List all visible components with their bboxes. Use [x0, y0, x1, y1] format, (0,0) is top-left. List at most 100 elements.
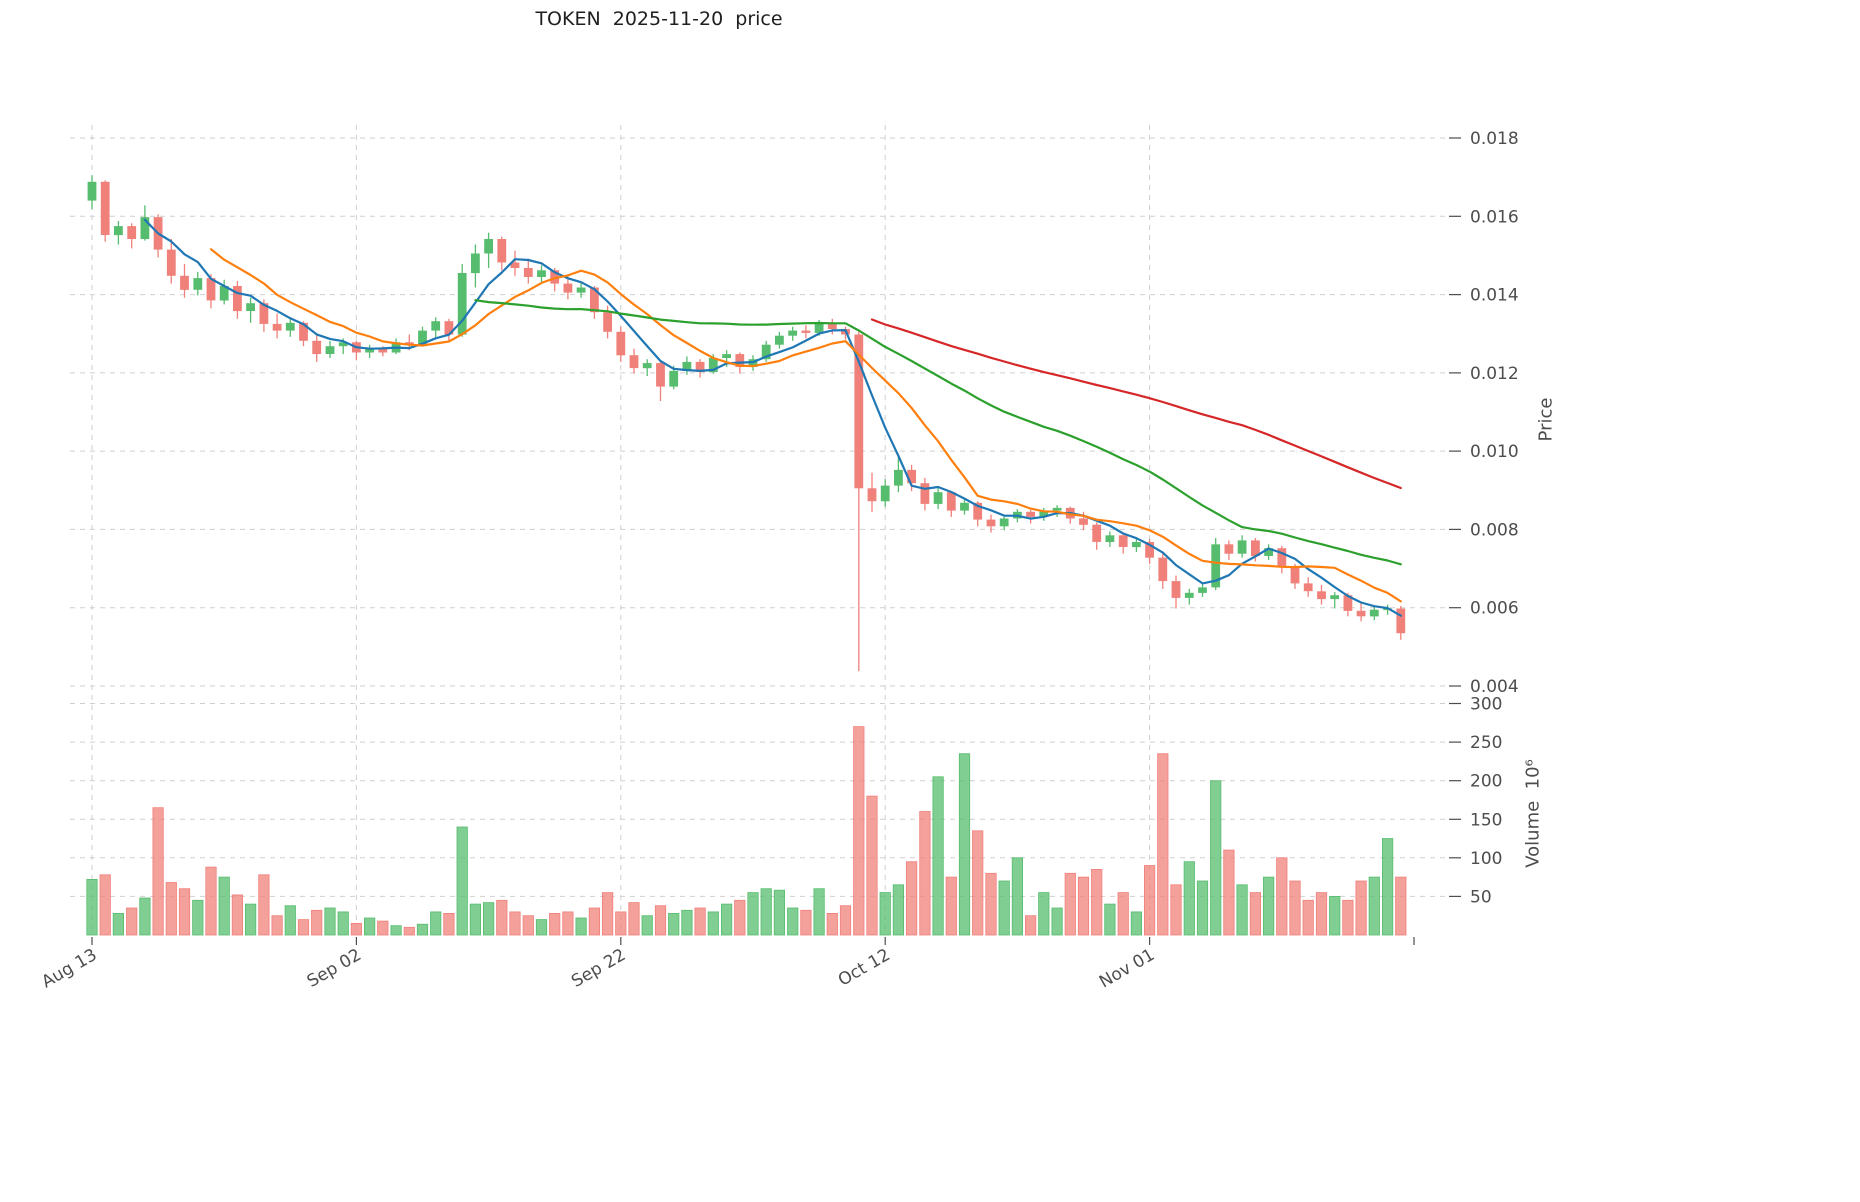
- candle-body: [1198, 587, 1207, 593]
- candle-body: [629, 355, 639, 369]
- candle-body: [404, 342, 414, 345]
- volume-bar: [575, 917, 587, 936]
- volume-bar: [826, 913, 838, 936]
- volume-bar: [1077, 876, 1090, 936]
- candle-body: [973, 502, 983, 520]
- ma-fast-line: [143, 218, 1402, 617]
- candle-body: [166, 249, 176, 276]
- volume-bar: [866, 795, 878, 936]
- volume-bar: [324, 907, 336, 936]
- candle-body: [1237, 540, 1247, 554]
- ma-lines: [143, 218, 1402, 617]
- candle-body: [246, 303, 255, 311]
- candle-body: [775, 335, 784, 345]
- volume-bar: [1395, 876, 1407, 936]
- candle-body: [1224, 544, 1234, 554]
- volume-bar: [1064, 872, 1076, 936]
- price-tick-label: 0.004: [1470, 677, 1519, 697]
- volume-bar: [628, 902, 640, 936]
- candle-body: [761, 344, 771, 360]
- volume-bar: [86, 879, 98, 936]
- candle-body: [616, 331, 626, 356]
- price-tick-label: 0.016: [1470, 207, 1519, 227]
- candle-body: [708, 358, 718, 373]
- date-tick-label: Oct 12: [835, 945, 894, 991]
- volume-bar: [1329, 896, 1341, 936]
- candle-body: [325, 346, 335, 354]
- candle-body: [312, 340, 322, 355]
- volume-bar: [258, 874, 270, 936]
- volume-bar: [1091, 869, 1103, 936]
- date-tick-label: Sep 02: [304, 945, 365, 992]
- axis-ticks-and-labels: 0.018 0.016 0.014 0.012 0.010 0.008 0.006 0.004…: [38, 129, 1518, 992]
- candle-body: [1343, 595, 1353, 611]
- volume-tick-label: 50: [1470, 887, 1492, 907]
- price-tick-label: 0.010: [1470, 442, 1519, 462]
- volume-bar: [1355, 880, 1367, 936]
- candle-body: [814, 323, 824, 333]
- candle-body: [722, 354, 731, 358]
- price-tick-label: 0.008: [1470, 520, 1519, 540]
- volume-bar: [192, 899, 204, 936]
- candle-body: [127, 226, 137, 239]
- volume-bar: [1170, 884, 1182, 936]
- volume-bar: [1249, 892, 1261, 936]
- volume-bar: [231, 894, 243, 936]
- candle-body: [1369, 609, 1379, 617]
- candle-body: [1132, 542, 1141, 548]
- volume-bar: [535, 919, 548, 936]
- volume-bar: [813, 888, 825, 936]
- volume-bar: [721, 903, 733, 936]
- volume-bar: [919, 811, 931, 936]
- volume-bar: [1183, 861, 1195, 936]
- candle-body: [1145, 542, 1154, 558]
- candle-body: [669, 370, 679, 387]
- candle-body: [986, 519, 996, 527]
- candle-body: [801, 330, 811, 333]
- volume-bar: [350, 923, 363, 936]
- candle-body: [1105, 535, 1115, 542]
- volume-bar: [1196, 880, 1209, 936]
- candle-body: [1184, 592, 1194, 598]
- candle-body: [1211, 544, 1221, 588]
- candlestick-series: [87, 175, 1406, 672]
- volume-bar: [482, 902, 495, 936]
- volume-bar: [139, 897, 151, 936]
- candle-body: [87, 181, 97, 201]
- volume-bar: [760, 888, 772, 936]
- candle-body: [656, 363, 665, 387]
- date-tick-label: Aug 13: [38, 945, 100, 992]
- volume-bar: [892, 884, 905, 936]
- candle-body: [444, 321, 454, 335]
- candle-body: [1264, 548, 1273, 556]
- candle-body: [590, 287, 599, 313]
- volume-bar: [853, 726, 865, 936]
- volume-bar: [1276, 857, 1288, 936]
- volume-bar: [1038, 892, 1050, 936]
- volume-bar: [205, 866, 217, 936]
- candle-body: [1118, 535, 1128, 547]
- volume-bar: [1315, 892, 1328, 936]
- volume-series: [86, 726, 1407, 936]
- volume-bar: [244, 903, 257, 936]
- volume-bar: [178, 888, 191, 936]
- volume-bar: [112, 913, 124, 936]
- volume-bar: [1368, 876, 1380, 936]
- volume-bar: [403, 926, 415, 936]
- candle-body: [285, 322, 295, 331]
- volume-bar: [456, 826, 468, 936]
- volume-bar: [773, 889, 786, 936]
- volume-bar: [1382, 838, 1394, 936]
- volume-bar: [588, 907, 601, 936]
- candle-body: [933, 492, 943, 504]
- candle-body: [563, 283, 573, 293]
- candle-body: [999, 518, 1009, 527]
- price-axis-label: Price: [1535, 397, 1557, 442]
- volume-bar: [1302, 899, 1314, 936]
- volume-bar: [932, 776, 944, 936]
- volume-bar: [694, 907, 706, 936]
- volume-bar: [562, 911, 574, 936]
- volume-bar: [1342, 899, 1354, 936]
